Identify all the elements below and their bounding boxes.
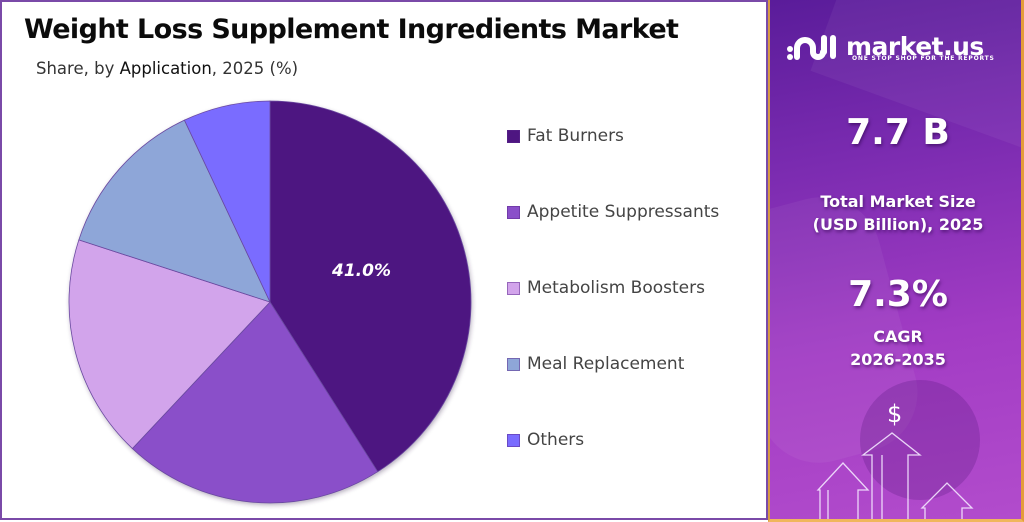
legend-swatch-icon: [507, 205, 520, 219]
summary-sidebar: market.us ONE STOP SHOP FOR THE REPORTS …: [768, 0, 1024, 522]
subtitle-suffix: , 2025 (%): [211, 59, 299, 78]
chart-subtitle: Share, by Application, 2025 (%): [36, 59, 298, 78]
brand-name: market.us: [846, 31, 984, 61]
cagr-label-line1: CAGR: [873, 327, 923, 346]
cagr-value: 7.3%: [848, 274, 948, 315]
cagr-label: CAGR 2026-2035: [770, 325, 1021, 371]
slice-metabolism-boosters: [68, 239, 271, 450]
legend-item-meal-replacement: Meal Replacement: [507, 354, 684, 374]
pie-chart: [64, 96, 476, 508]
market-size-label: Total Market Size (USD Billion), 2025: [770, 190, 1021, 236]
background-decoration: [860, 380, 980, 500]
legend-label: Meal Replacement: [527, 354, 685, 374]
legend-swatch-icon: [507, 433, 520, 447]
market-size-label-line1: Total Market Size: [820, 192, 976, 211]
legend-item-appetite-suppressants: Appetite Suppressants: [507, 202, 719, 222]
legend-label: Fat Burners: [527, 126, 624, 146]
legend-label: Metabolism Boosters: [527, 278, 705, 298]
subtitle-emph: Application: [119, 59, 212, 78]
slice-appetite-suppressants: [131, 301, 379, 504]
chart-title: Weight Loss Supplement Ingredients Marke…: [24, 14, 679, 45]
cagr-label-line2: 2026-2035: [850, 350, 946, 369]
slice-others: [183, 100, 271, 303]
slice-fat-burners: [269, 100, 472, 473]
market-size-label-line2: (USD Billion), 2025: [812, 215, 984, 234]
legend-item-others: Others: [507, 430, 584, 450]
slice-label-fat-burners: 41.0%: [332, 261, 391, 281]
legend-swatch-icon: [507, 357, 520, 371]
brand-logo: market.us: [786, 30, 984, 62]
legend-swatch-icon: [507, 281, 520, 295]
pie-svg: [68, 100, 472, 504]
legend-label: Appetite Suppressants: [527, 202, 720, 222]
legend-item-metabolism-boosters: Metabolism Boosters: [507, 278, 705, 298]
market-us-logo-icon: [787, 35, 836, 60]
legend-label: Others: [527, 430, 585, 450]
market-size-value: 7.7 B: [846, 112, 950, 153]
brand-tagline: ONE STOP SHOP FOR THE REPORTS: [852, 55, 995, 62]
legend-item-fat-burners: Fat Burners: [507, 126, 624, 146]
dollar-icon: $: [887, 400, 903, 428]
growth-arrows-icon: [816, 432, 974, 519]
legend-swatch-icon: [507, 129, 520, 143]
subtitle-prefix: Share, by: [36, 59, 120, 78]
slice-meal-replacement: [78, 119, 271, 303]
